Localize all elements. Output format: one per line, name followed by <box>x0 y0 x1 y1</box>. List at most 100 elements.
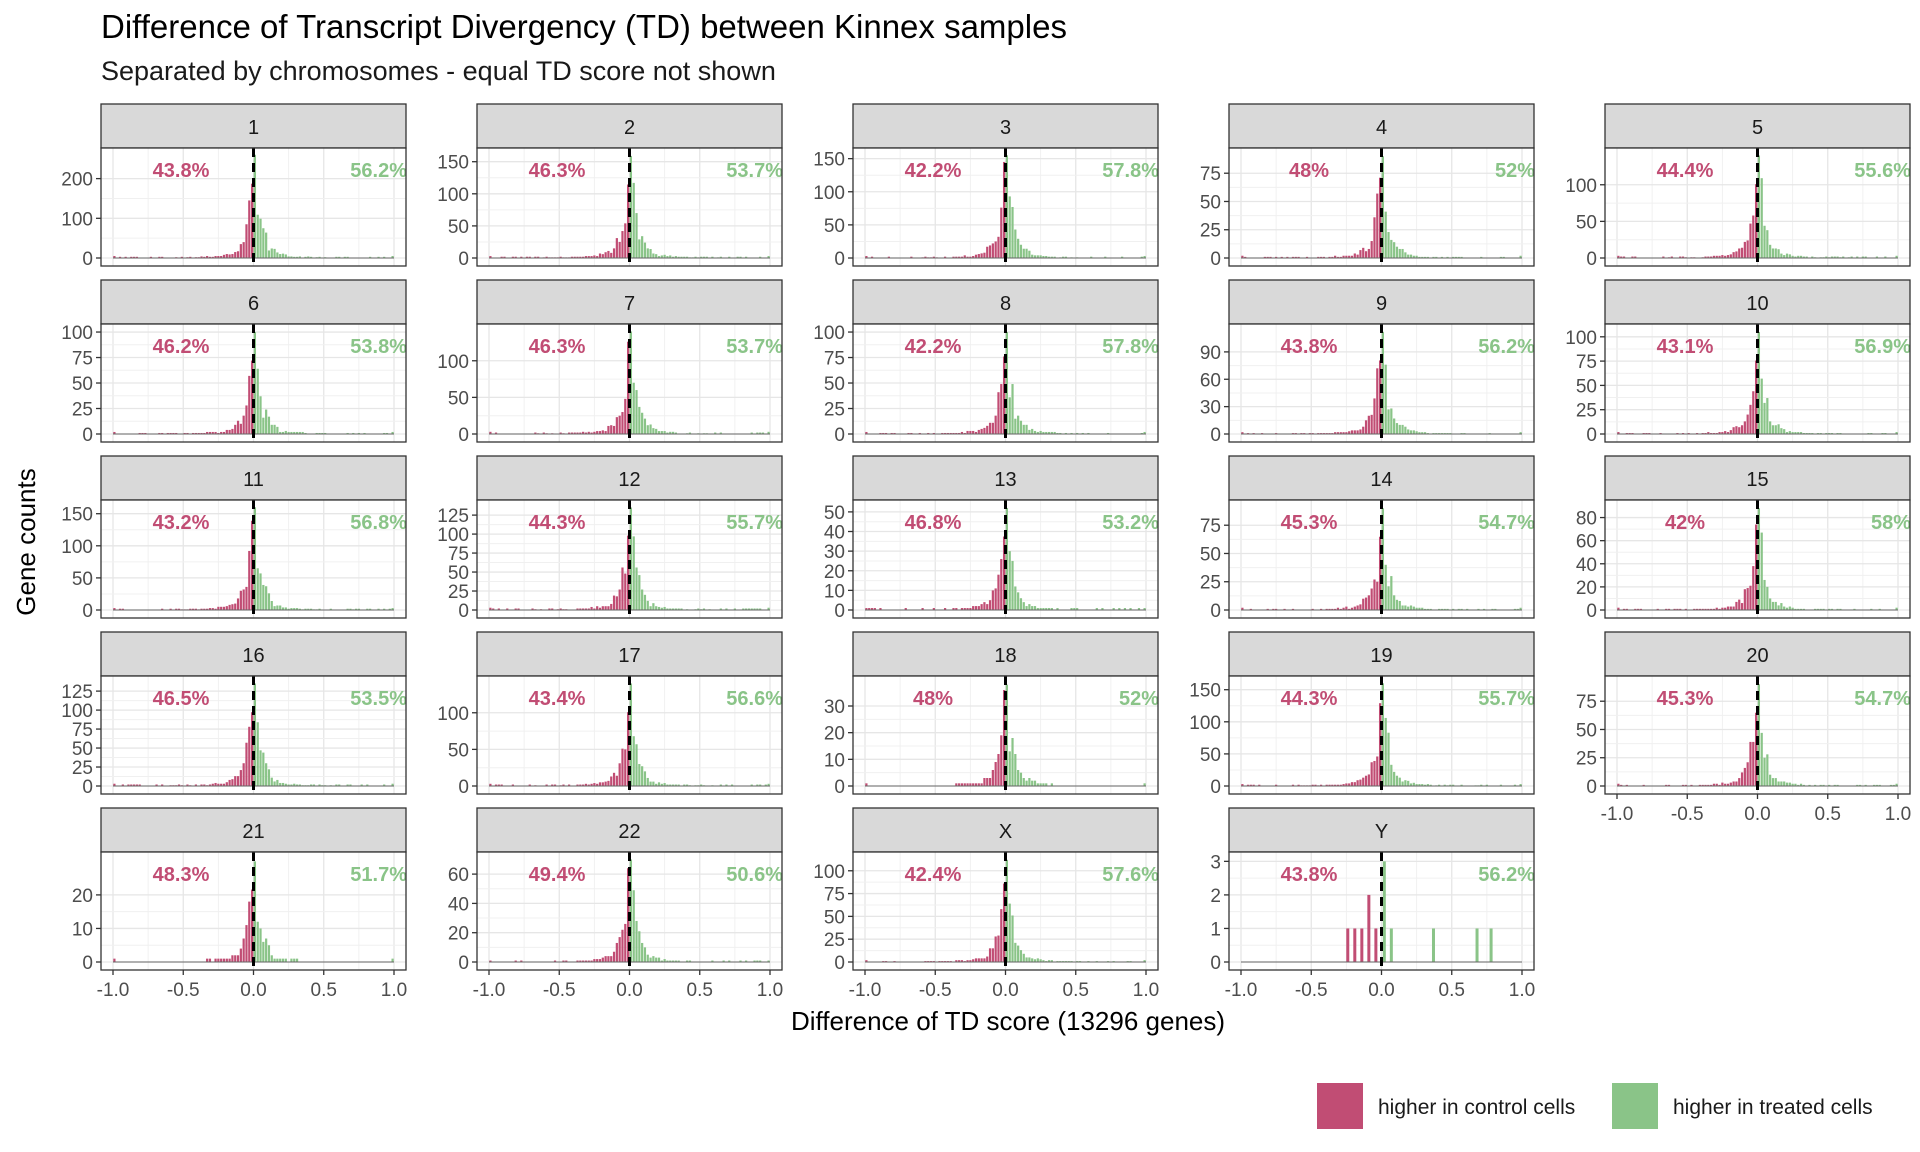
histogram-bar <box>1774 425 1777 434</box>
histogram-bar <box>1429 784 1432 786</box>
histogram-bar <box>220 431 223 434</box>
histogram-bar <box>615 596 618 610</box>
control-percentage: 46.3% <box>529 336 586 358</box>
histogram-bar <box>1393 418 1396 434</box>
histogram-bar <box>245 405 248 434</box>
histogram-bar <box>534 256 537 258</box>
x-axis: -1.0 -0.5 0.0 0.5 1.0 <box>97 970 407 1001</box>
histogram-bar <box>1802 608 1805 610</box>
x-tick-label: 0.5 <box>1063 980 1089 1001</box>
histogram-bar <box>1679 256 1682 258</box>
facet-strip <box>100 279 407 325</box>
histogram-bar <box>621 231 624 258</box>
histogram-bar <box>584 960 588 962</box>
facet-strip <box>852 455 1159 501</box>
histogram-bar <box>612 772 616 786</box>
histogram-bar <box>1384 364 1387 434</box>
histogram-bar <box>208 784 212 786</box>
control-percentage: 43.2% <box>153 512 210 534</box>
panel-border <box>1604 147 1911 267</box>
histogram-bar <box>1028 429 1031 434</box>
histogram-bar <box>1704 608 1707 610</box>
histogram-bar <box>759 256 762 258</box>
histogram-bar <box>158 256 161 258</box>
histogram-bar <box>1319 608 1323 610</box>
histogram-bar <box>545 784 548 786</box>
histogram-bar <box>607 250 610 258</box>
histogram-bar <box>189 608 192 610</box>
histogram-bar <box>579 960 582 962</box>
histogram-bar <box>528 784 531 786</box>
y-tick-label: 50 <box>448 740 469 761</box>
histogram-bar <box>169 608 172 610</box>
histogram-bar <box>1378 360 1382 434</box>
facet-strip-label: 19 <box>1370 645 1392 667</box>
histogram-bar <box>1774 601 1777 610</box>
histogram-bar <box>1701 784 1704 786</box>
histogram-bar <box>624 573 627 610</box>
histogram-bar <box>242 763 245 786</box>
histogram-bar <box>1378 536 1382 610</box>
histogram-bar <box>191 432 195 434</box>
histogram-bar <box>234 603 237 610</box>
treated-percentage: 55.7% <box>1478 688 1535 710</box>
histogram-bar <box>290 958 293 962</box>
histogram-bar <box>1017 415 1020 434</box>
histogram-bar <box>250 536 254 610</box>
histogram-bar <box>514 960 517 962</box>
treated-percentage: 53.7% <box>726 336 783 358</box>
treated-percentage: 57.8% <box>1102 160 1159 182</box>
histogram-bar <box>1325 608 1328 610</box>
histogram-bar <box>579 432 582 434</box>
histogram-bar <box>624 398 627 434</box>
histogram-bar <box>208 958 212 962</box>
histogram-bar <box>1112 608 1115 610</box>
histogram-bar <box>607 956 610 962</box>
histogram-bar <box>638 406 641 434</box>
histogram-bar <box>1634 256 1637 258</box>
histogram-bar <box>1367 894 1371 962</box>
histogram-bar <box>551 608 554 610</box>
control-percentage: 44.3% <box>529 512 586 534</box>
histogram-bar <box>618 415 621 434</box>
histogram-bar <box>1121 256 1124 258</box>
facet-strip <box>476 279 783 325</box>
histogram-bar <box>756 784 759 786</box>
histogram-bar <box>248 901 251 962</box>
histogram-bar <box>865 431 868 434</box>
histogram-bar <box>624 749 627 786</box>
x-tick-label: -1.0 <box>849 980 882 1001</box>
histogram-bars <box>113 683 394 786</box>
histogram-bar <box>1014 586 1017 610</box>
histogram-bar <box>321 432 324 434</box>
y-tick-label: 75 <box>1576 692 1597 713</box>
histogram-bar <box>489 960 492 962</box>
histogram-bar <box>1729 606 1732 610</box>
histogram-bar <box>295 431 299 434</box>
histogram-bar <box>1738 599 1741 610</box>
histogram-bar <box>598 782 602 786</box>
histogram-bar <box>385 432 389 434</box>
histogram-bar <box>1334 255 1337 258</box>
histogram-bar <box>596 431 599 434</box>
histogram-bar <box>1045 256 1048 258</box>
histogram-bar <box>1791 432 1794 434</box>
histogram-bar <box>1740 425 1744 434</box>
control-percentage: 49.4% <box>529 864 586 886</box>
histogram-bar <box>1241 607 1244 610</box>
histogram-bar <box>739 960 742 962</box>
histogram-bar <box>972 959 975 962</box>
histogram-bar <box>352 432 355 434</box>
histogram-bar <box>1291 608 1295 610</box>
histogram-bar <box>974 431 978 434</box>
histogram-bar <box>343 256 346 258</box>
histogram-bar <box>1019 420 1023 434</box>
histogram-bar <box>1667 784 1671 786</box>
histogram-bar <box>287 784 290 786</box>
histogram-bar <box>1432 256 1435 258</box>
histogram-bar <box>562 784 565 786</box>
